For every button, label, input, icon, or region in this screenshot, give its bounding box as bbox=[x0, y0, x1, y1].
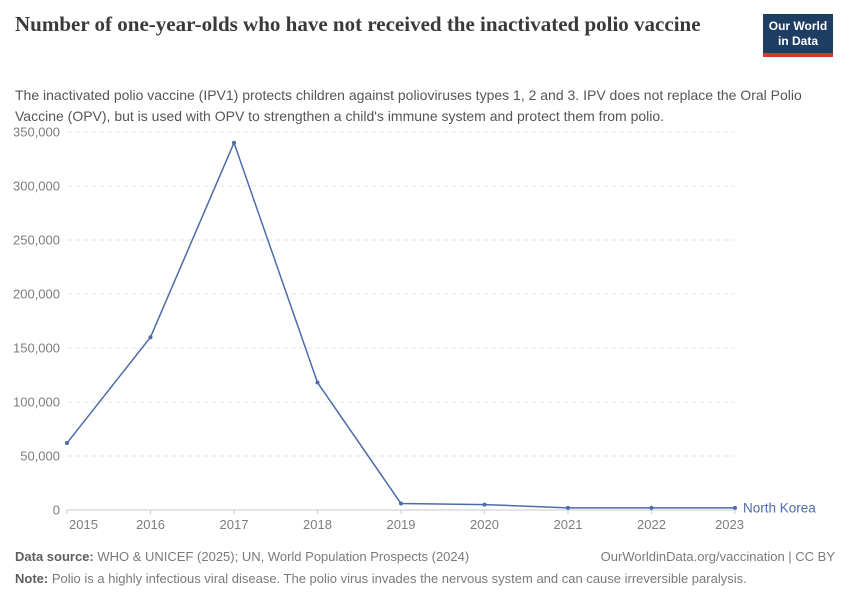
x-tick-label: 2017 bbox=[220, 517, 249, 532]
note-label: Note: bbox=[15, 571, 49, 586]
note-text: Polio is a highly infectious viral disea… bbox=[48, 571, 747, 586]
x-tick-label: 2022 bbox=[637, 517, 666, 532]
x-tick-label: 2020 bbox=[470, 517, 499, 532]
x-tick-label: 2019 bbox=[387, 517, 416, 532]
y-tick-label: 0 bbox=[53, 503, 60, 518]
credit-link[interactable]: OurWorldinData.org/vaccination | CC BY bbox=[600, 549, 835, 564]
y-tick-label: 100,000 bbox=[13, 395, 60, 410]
line-chart[interactable]: 0 50,000 100,000 150,000 200,000 250,000 300,0… bbox=[0, 110, 850, 546]
data-source: Data source: WHO & UNICEF (2025); UN, Wo… bbox=[15, 546, 469, 568]
x-tick-label: 2015 bbox=[69, 517, 98, 532]
data-point[interactable] bbox=[315, 380, 320, 385]
page-title: Number of one-year-olds who have not rec… bbox=[15, 12, 701, 36]
data-point[interactable] bbox=[148, 335, 153, 340]
data-source-text: WHO & UNICEF (2025); UN, World Populatio… bbox=[93, 549, 470, 564]
data-point[interactable] bbox=[399, 501, 403, 506]
chart-subtitle: The inactivated polio vaccine (IPV1) pro… bbox=[15, 87, 802, 124]
y-tick-label: 250,000 bbox=[13, 233, 60, 248]
x-tick-label: 2023 bbox=[715, 517, 744, 532]
owid-logo-line2: in Data bbox=[777, 34, 818, 48]
y-tick-label: 50,000 bbox=[20, 449, 60, 464]
data-point[interactable] bbox=[65, 441, 69, 446]
x-tick-label: 2021 bbox=[554, 517, 583, 532]
y-tick-label: 150,000 bbox=[13, 341, 60, 356]
y-tick-label: 350,000 bbox=[13, 125, 60, 140]
series-line[interactable] bbox=[66, 142, 736, 509]
data-source-label: Data source: bbox=[15, 549, 94, 564]
footer-sources-row: Data source: WHO & UNICEF (2025); UN, Wo… bbox=[15, 546, 835, 568]
x-tick-label: 2016 bbox=[136, 517, 165, 532]
y-tick-label: 300,000 bbox=[13, 179, 60, 194]
data-point[interactable] bbox=[566, 505, 570, 510]
footer-note-row: Note: Polio is a highly infectious viral… bbox=[15, 568, 835, 590]
data-point[interactable] bbox=[733, 505, 737, 510]
series-end-label[interactable]: North Korea bbox=[743, 500, 816, 515]
owid-logo[interactable]: Our World in Data bbox=[763, 14, 833, 57]
data-point[interactable] bbox=[232, 140, 236, 145]
chart-footer: Data source: WHO & UNICEF (2025); UN, Wo… bbox=[15, 546, 835, 590]
owid-logo-line1: Our World bbox=[768, 19, 828, 33]
y-tick-label: 200,000 bbox=[13, 287, 60, 302]
x-tick-label: 2018 bbox=[303, 517, 332, 532]
data-point[interactable] bbox=[482, 502, 487, 507]
data-point[interactable] bbox=[649, 505, 654, 510]
